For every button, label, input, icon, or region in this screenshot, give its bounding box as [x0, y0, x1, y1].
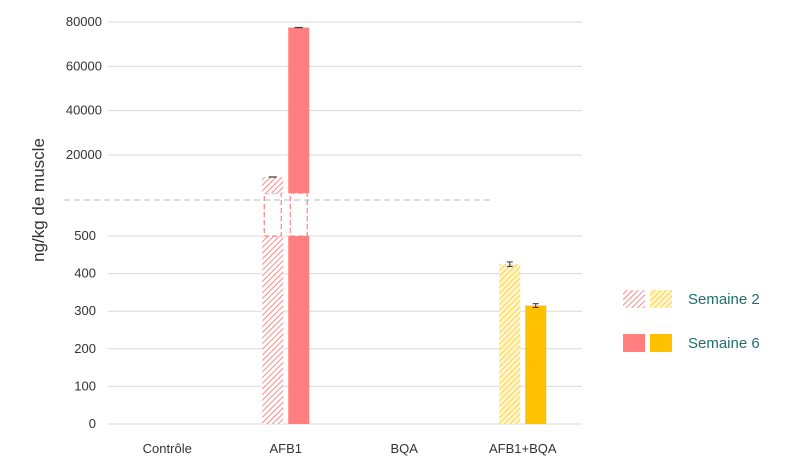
legend: Semaine 2 Semaine 6 — [623, 290, 760, 352]
legend-swatch — [623, 290, 645, 308]
y-tick-label: 80000 — [66, 14, 102, 29]
legend-swatch — [623, 334, 645, 352]
bar — [525, 305, 547, 424]
y-tick-label: 100 — [74, 378, 96, 393]
legend-swatch — [650, 290, 672, 308]
grid-upper — [108, 21, 582, 156]
legend-swatch — [650, 334, 672, 352]
category-label: AFB1+BQA — [489, 441, 557, 456]
y-ticks: 0 100 200 300 400 500 20000 40000 60000 80000 — [66, 14, 102, 431]
y-tick-label: 0 — [89, 416, 96, 431]
legend-label: Semaine 2 — [688, 291, 760, 308]
category-label: BQA — [391, 441, 419, 456]
y-tick-label: 500 — [74, 228, 96, 243]
bar-upper-segment — [288, 27, 310, 193]
y-tick-label: 20000 — [66, 147, 102, 162]
bar-upper-segment — [262, 177, 284, 193]
y-tick-label: 40000 — [66, 103, 102, 118]
y-axis-label: ng/kg de muscle — [29, 138, 48, 262]
bar — [499, 264, 521, 424]
bar-lower-segment — [288, 236, 310, 424]
bar-break-segment — [263, 192, 282, 237]
category-labels: Contrôle AFB1 BQA AFB1+BQA — [143, 441, 557, 456]
y-tick-label: 300 — [74, 303, 96, 318]
bar-break-segment — [289, 192, 308, 237]
bar-lower-segment — [262, 236, 284, 424]
bars — [262, 26, 547, 424]
y-tick-label: 60000 — [66, 58, 102, 73]
category-label: AFB1 — [269, 441, 302, 456]
y-tick-label: 400 — [74, 266, 96, 281]
category-label: Contrôle — [143, 441, 192, 456]
y-tick-label: 200 — [74, 341, 96, 356]
legend-label: Semaine 6 — [688, 335, 760, 352]
